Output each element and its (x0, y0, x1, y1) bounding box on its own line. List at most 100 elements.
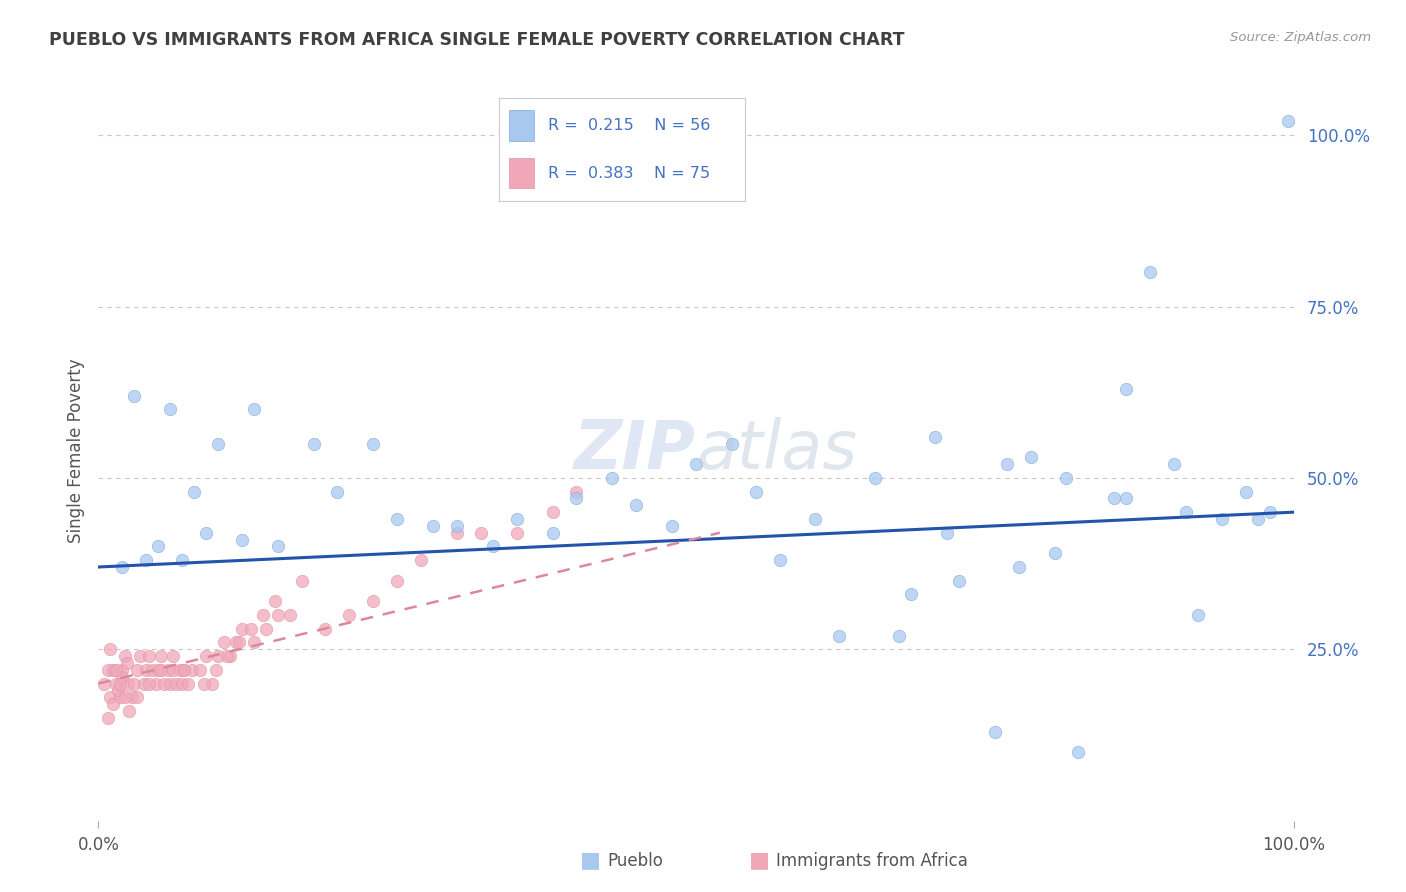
Point (228, 635, 250, 649)
Point (165, 676, 187, 690)
Point (173, 663, 195, 677)
Point (446, 525, 468, 540)
Point (626, 498, 648, 512)
Point (291, 574, 314, 588)
Point (193, 676, 215, 690)
Point (231, 622, 253, 636)
Point (889, 628, 911, 642)
Point (172, 676, 194, 690)
Point (1104, 491, 1126, 506)
Point (156, 663, 179, 677)
Point (900, 587, 922, 601)
Text: ■: ■ (749, 850, 769, 870)
Point (124, 676, 146, 690)
Point (159, 402, 181, 417)
Point (661, 519, 683, 533)
Point (98, 642, 122, 657)
Point (219, 649, 242, 664)
Point (1115, 491, 1137, 506)
Point (1234, 484, 1257, 499)
Point (231, 533, 253, 547)
Point (422, 519, 444, 533)
Point (169, 663, 191, 677)
Point (212, 635, 235, 649)
Point (93, 676, 115, 690)
Point (180, 663, 202, 677)
Point (541, 525, 564, 540)
Point (207, 436, 229, 450)
Point (1019, 450, 1042, 465)
Point (1277, 114, 1299, 128)
Point (278, 607, 301, 622)
Point (1163, 457, 1185, 471)
Point (302, 436, 325, 450)
Point (385, 512, 409, 526)
Point (470, 525, 492, 540)
Point (111, 663, 134, 677)
Point (385, 574, 409, 588)
Point (121, 690, 143, 705)
Point (111, 670, 134, 684)
Point (149, 663, 172, 677)
Point (326, 484, 349, 499)
Point (124, 389, 146, 403)
Point (446, 519, 468, 533)
Point (721, 436, 744, 450)
Point (207, 649, 229, 664)
Point (1258, 505, 1281, 519)
Point (125, 690, 148, 705)
Point (565, 484, 588, 499)
Point (267, 540, 290, 554)
Point (135, 663, 157, 677)
Point (195, 649, 218, 664)
Point (481, 540, 505, 554)
Point (363, 436, 385, 450)
Point (183, 484, 205, 499)
Point (138, 649, 160, 664)
Point (1067, 745, 1090, 759)
Point (108, 676, 131, 690)
Point (1139, 265, 1161, 279)
Point (148, 540, 170, 554)
Point (363, 594, 385, 608)
Point (948, 574, 970, 588)
Point (172, 553, 194, 567)
Point (117, 676, 139, 690)
Point (1056, 471, 1078, 485)
Point (105, 663, 128, 677)
Point (153, 676, 176, 690)
Text: R =  0.215    N = 56: R = 0.215 N = 56 (548, 119, 710, 133)
Point (936, 525, 959, 540)
Point (148, 663, 170, 677)
Point (201, 676, 224, 690)
Point (768, 553, 790, 567)
Point (339, 607, 361, 622)
Point (267, 607, 290, 622)
Point (506, 512, 529, 526)
Point (865, 471, 887, 485)
Point (118, 704, 141, 718)
Point (984, 724, 1007, 739)
Point (135, 553, 157, 567)
Point (1187, 607, 1209, 622)
Point (1043, 546, 1066, 560)
Y-axis label: Single Female Poverty: Single Female Poverty (66, 359, 84, 542)
Point (602, 471, 624, 485)
Point (108, 690, 131, 705)
Point (252, 607, 274, 622)
Text: PUEBLO VS IMMIGRANTS FROM AFRICA SINGLE FEMALE POVERTY CORRELATION CHART: PUEBLO VS IMMIGRANTS FROM AFRICA SINGLE … (49, 31, 904, 49)
Bar (509, 111, 534, 141)
Point (745, 484, 768, 499)
Point (159, 676, 181, 690)
Point (254, 622, 277, 636)
Point (132, 676, 155, 690)
Point (129, 649, 152, 664)
Point (924, 430, 946, 444)
Text: Pueblo: Pueblo (607, 852, 664, 870)
Point (217, 649, 239, 664)
Point (107, 683, 129, 698)
Point (1115, 382, 1137, 396)
Point (541, 505, 564, 519)
Point (685, 457, 707, 471)
Point (243, 635, 266, 649)
